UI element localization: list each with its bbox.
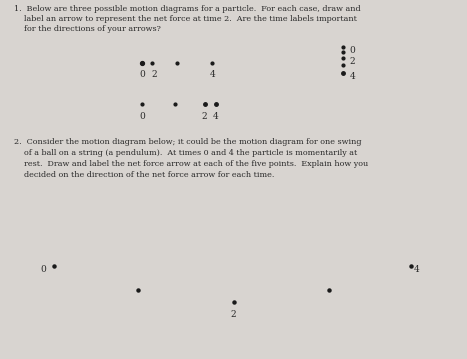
Text: 1.  Below are three possible motion diagrams for a particle.  For each case, dra: 1. Below are three possible motion diagr… <box>14 5 361 13</box>
Text: 4: 4 <box>414 265 420 274</box>
Text: 4: 4 <box>349 72 355 81</box>
Text: rest.  Draw and label the net force arrow at each of the five points.  Explain h: rest. Draw and label the net force arrow… <box>14 160 368 168</box>
Text: 0: 0 <box>40 265 46 274</box>
Text: 4: 4 <box>210 70 215 79</box>
Text: 2.  Consider the motion diagram below; it could be the motion diagram for one sw: 2. Consider the motion diagram below; it… <box>14 138 361 146</box>
Text: 0: 0 <box>140 112 145 121</box>
Text: 0: 0 <box>140 70 145 79</box>
Text: decided on the direction of the net force arrow for each time.: decided on the direction of the net forc… <box>14 171 275 178</box>
Text: 2: 2 <box>202 112 207 121</box>
Text: for the directions of your arrows?: for the directions of your arrows? <box>14 25 161 33</box>
Text: 2: 2 <box>231 310 236 319</box>
Text: 2: 2 <box>151 70 157 79</box>
Text: label an arrow to represent the net force at time 2.  Are the time labels import: label an arrow to represent the net forc… <box>14 15 357 23</box>
Text: 4: 4 <box>213 112 219 121</box>
Text: of a ball on a string (a pendulum).  At times 0 and 4 the particle is momentaril: of a ball on a string (a pendulum). At t… <box>14 149 357 157</box>
Text: 0: 0 <box>349 46 355 55</box>
Text: 2: 2 <box>349 57 355 66</box>
